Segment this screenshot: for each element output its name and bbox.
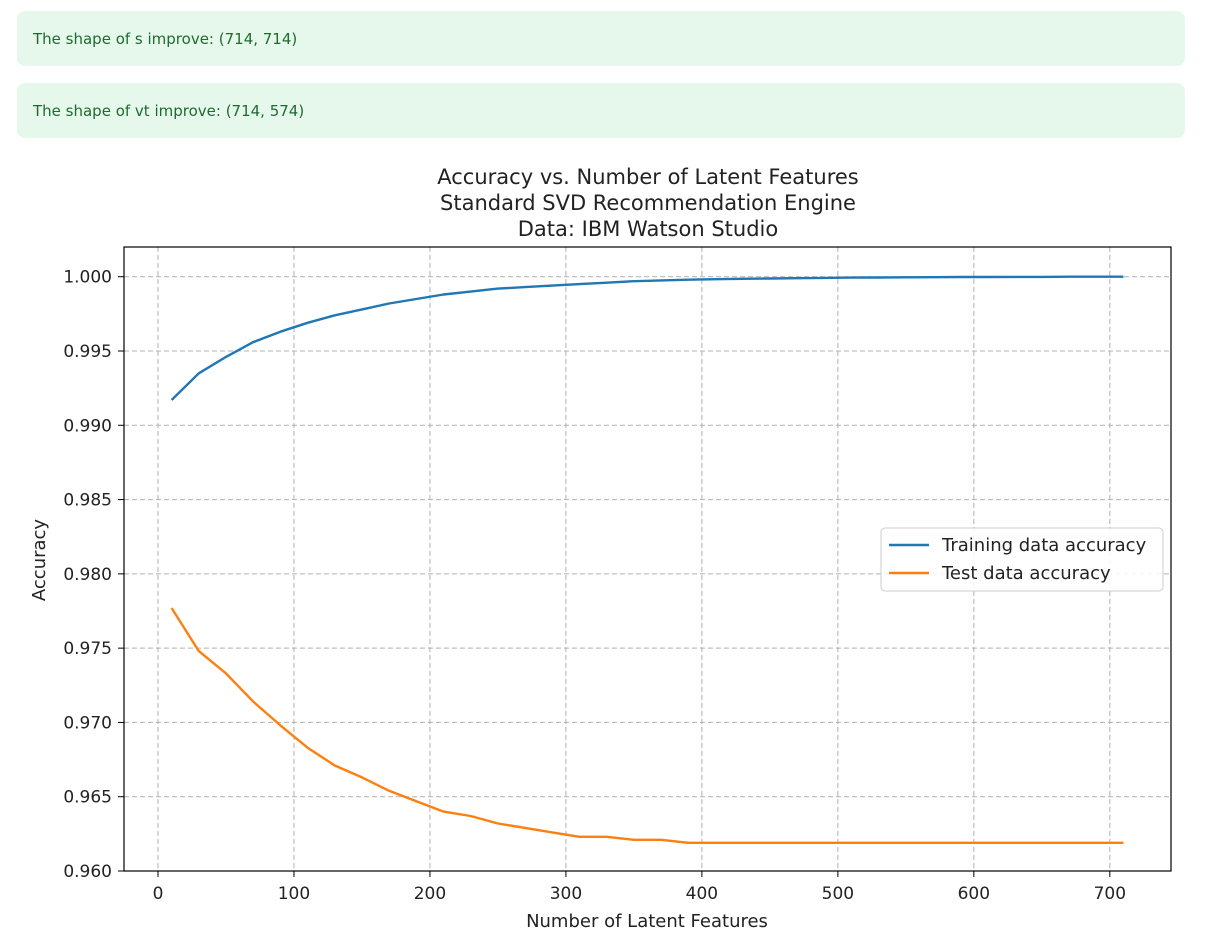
y-axis-label: Accuracy [29, 519, 50, 602]
y-tick-label: 0.985 [63, 491, 112, 511]
output-shape-vt: The shape of vt improve: (714, 574) [17, 83, 1185, 138]
series-line-0 [170, 275, 1124, 401]
x-axis-ticks: 0 100 200 300 400 500 600 700 [153, 871, 1126, 904]
x-tick-label: 300 [550, 884, 582, 904]
legend-label-0: Training data accuracy [941, 535, 1147, 556]
series-line-1 [170, 607, 1124, 844]
y-tick-label: 0.995 [63, 342, 112, 362]
chart-title-line-0: Accuracy vs. Number of Latent Features [437, 165, 858, 189]
y-axis-ticks: 0.960 0.965 0.970 0.975 0.980 0.985 0.990 0.995… [63, 268, 124, 882]
x-tick-label: 200 [414, 884, 446, 904]
chart-title: Accuracy vs. Number of Latent FeaturesSt… [437, 165, 858, 241]
y-tick-label: 0.965 [63, 788, 112, 808]
legend: Training data accuracy Test data accuracy [880, 527, 1164, 592]
legend-label-1: Test data accuracy [941, 563, 1111, 584]
x-tick-label: 600 [958, 884, 990, 904]
chart-title-line-2: Data: IBM Watson Studio [518, 217, 778, 241]
y-tick-label: 0.990 [63, 416, 112, 436]
x-tick-label: 500 [822, 884, 854, 904]
x-tick-label: 400 [686, 884, 718, 904]
series-lines [170, 275, 1124, 844]
output-text-s: The shape of s improve: (714, 714) [33, 29, 298, 48]
x-tick-label: 100 [278, 884, 310, 904]
output-shape-s: The shape of s improve: (714, 714) [17, 11, 1185, 66]
chart-title-line-1: Standard SVD Recommendation Engine [440, 191, 856, 215]
x-tick-label: 0 [153, 884, 164, 904]
y-tick-label: 0.960 [63, 862, 112, 882]
legend-box [880, 527, 1164, 592]
x-tick-label: 700 [1094, 884, 1126, 904]
y-tick-label: 0.970 [63, 713, 112, 733]
axes-frame [123, 246, 1172, 872]
x-axis-label: Number of Latent Features [526, 911, 768, 932]
accuracy-chart: Accuracy vs. Number of Latent FeaturesSt… [29, 165, 1172, 932]
y-tick-label: 1.000 [63, 268, 112, 288]
y-tick-label: 0.975 [63, 639, 112, 659]
output-text-vt: The shape of vt improve: (714, 574) [33, 101, 305, 120]
y-tick-label: 0.980 [63, 565, 112, 585]
